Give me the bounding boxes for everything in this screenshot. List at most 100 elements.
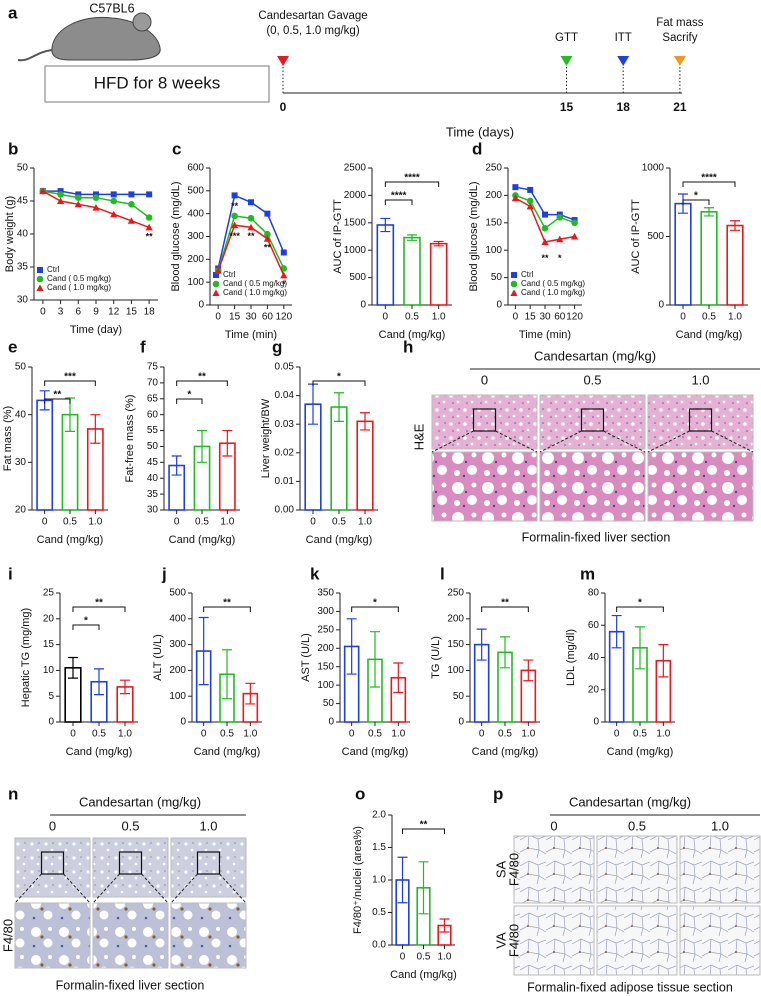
error-bar	[433, 240, 444, 247]
significance-bracket	[203, 606, 251, 612]
significance-bracket	[682, 181, 736, 187]
micrograph	[14, 837, 91, 898]
x-tick-label: 0	[201, 729, 207, 740]
error-bar	[476, 628, 487, 661]
significance-label: *	[84, 616, 88, 627]
marker	[231, 192, 238, 199]
zoom-line	[711, 430, 754, 453]
row-label: F4/80	[506, 924, 521, 957]
marker	[128, 201, 135, 208]
x-tick-label: 0	[513, 312, 519, 323]
y-tick-label: 5	[48, 691, 54, 702]
column-label: 0.5	[583, 372, 601, 387]
y-tick-label: 250	[447, 588, 464, 599]
significance-bracket	[481, 606, 529, 612]
y-axis-label: Hepatic TG (mg/mg)	[20, 608, 32, 707]
x-axis-label: Cand (mg/kg)	[342, 746, 409, 758]
error-bar	[500, 636, 510, 669]
y-tick-label: 15	[43, 639, 55, 650]
y-axis-label: Blood glucose (mg/dL)	[468, 181, 480, 291]
y-tick-label: 50	[323, 698, 335, 709]
x-axis-label: Time (min)	[519, 329, 571, 341]
y-axis-label: Fat mass (%)	[2, 406, 14, 471]
y-tick-label: 60	[147, 409, 159, 420]
y-tick-label: 500	[647, 231, 664, 242]
marker	[263, 235, 271, 242]
event-label: Sacrify	[662, 32, 697, 44]
y-tick-label: 250	[317, 624, 334, 635]
y-tick-label: 400	[187, 208, 204, 219]
y-tick-label: 350	[317, 588, 334, 599]
event-label: Candesartan Gavage	[258, 10, 367, 22]
marker	[264, 230, 271, 238]
x-axis-label: Time (min)	[225, 329, 277, 341]
marker	[57, 191, 64, 198]
micrograph	[170, 837, 247, 898]
micrograph	[14, 902, 91, 969]
legend-label: Ctrl	[223, 270, 236, 279]
x-axis-label: Cand (mg/kg)	[37, 534, 104, 546]
event-label: (0, 0.5, 1.0 mg/kg)	[266, 25, 359, 37]
x-axis-label: Time (day)	[70, 324, 122, 336]
marker	[510, 280, 518, 288]
bar	[674, 202, 692, 306]
column-label: 0	[481, 372, 488, 387]
significance-label: *	[187, 390, 191, 401]
legend-label: Cand ( 1.0 mg/kg)	[47, 283, 111, 292]
significance-bracket	[176, 398, 203, 404]
zoom-line	[170, 873, 198, 904]
significance-bracket	[402, 828, 445, 834]
y-axis-label: Fat-free mass (%)	[124, 394, 136, 482]
zoom-line	[495, 430, 538, 453]
significance-label: *	[337, 372, 341, 383]
significance-label: *	[373, 598, 377, 609]
y-tick-label: 0.5	[372, 907, 386, 918]
error-bar	[658, 644, 669, 678]
micrograph	[431, 451, 538, 522]
marker	[92, 204, 100, 211]
y-tick-label: 100	[447, 665, 464, 676]
histology-header: Candesartan (mg/kg)	[534, 348, 656, 363]
zoom-line	[647, 430, 690, 453]
x-axis-label: Cand (mg/kg)	[676, 329, 743, 341]
error-bar	[360, 412, 370, 431]
x-axis-label: Cand (mg/kg)	[169, 534, 236, 546]
annotation: **	[231, 201, 239, 211]
marker	[146, 191, 153, 198]
event-label: Fat mass	[656, 17, 704, 29]
marker	[571, 219, 578, 227]
y-tick-label: 500	[187, 185, 204, 196]
marker	[212, 280, 220, 288]
x-tick-label: 1.0	[728, 312, 742, 323]
y-tick-label: 30	[147, 505, 159, 516]
x-tick-label: 0.5	[195, 517, 209, 528]
zoom-line	[539, 430, 582, 453]
y-axis-label: TG (U/L)	[430, 636, 442, 679]
y-axis-label: Body weight (g)	[4, 196, 16, 272]
micrograph	[596, 905, 678, 976]
marker	[248, 199, 254, 206]
x-tick-label: 1.0	[438, 952, 452, 963]
error-bar	[120, 679, 130, 695]
panel-letter: e	[8, 337, 17, 356]
x-tick-label: 0	[400, 952, 406, 963]
x-tick-label: 0	[174, 517, 180, 528]
marker	[36, 275, 44, 283]
significance-label: ****	[701, 173, 717, 184]
panel-letter: d	[472, 139, 482, 158]
error-bar	[245, 682, 256, 705]
zoom-line	[92, 873, 120, 904]
y-tick-label: 100	[485, 245, 502, 256]
histology-caption: Formalin-fixed liver section	[522, 530, 671, 544]
annotation: *	[282, 279, 286, 289]
micrograph	[513, 905, 595, 976]
significance-label: ****	[391, 191, 407, 202]
marker	[527, 186, 534, 193]
marker	[37, 267, 43, 273]
bar	[403, 236, 421, 306]
significance-bracket	[384, 181, 440, 187]
x-axis-label: Cand (mg/kg)	[390, 969, 457, 981]
error-bar	[397, 856, 408, 904]
marker	[510, 289, 518, 296]
error-bar	[704, 207, 714, 217]
